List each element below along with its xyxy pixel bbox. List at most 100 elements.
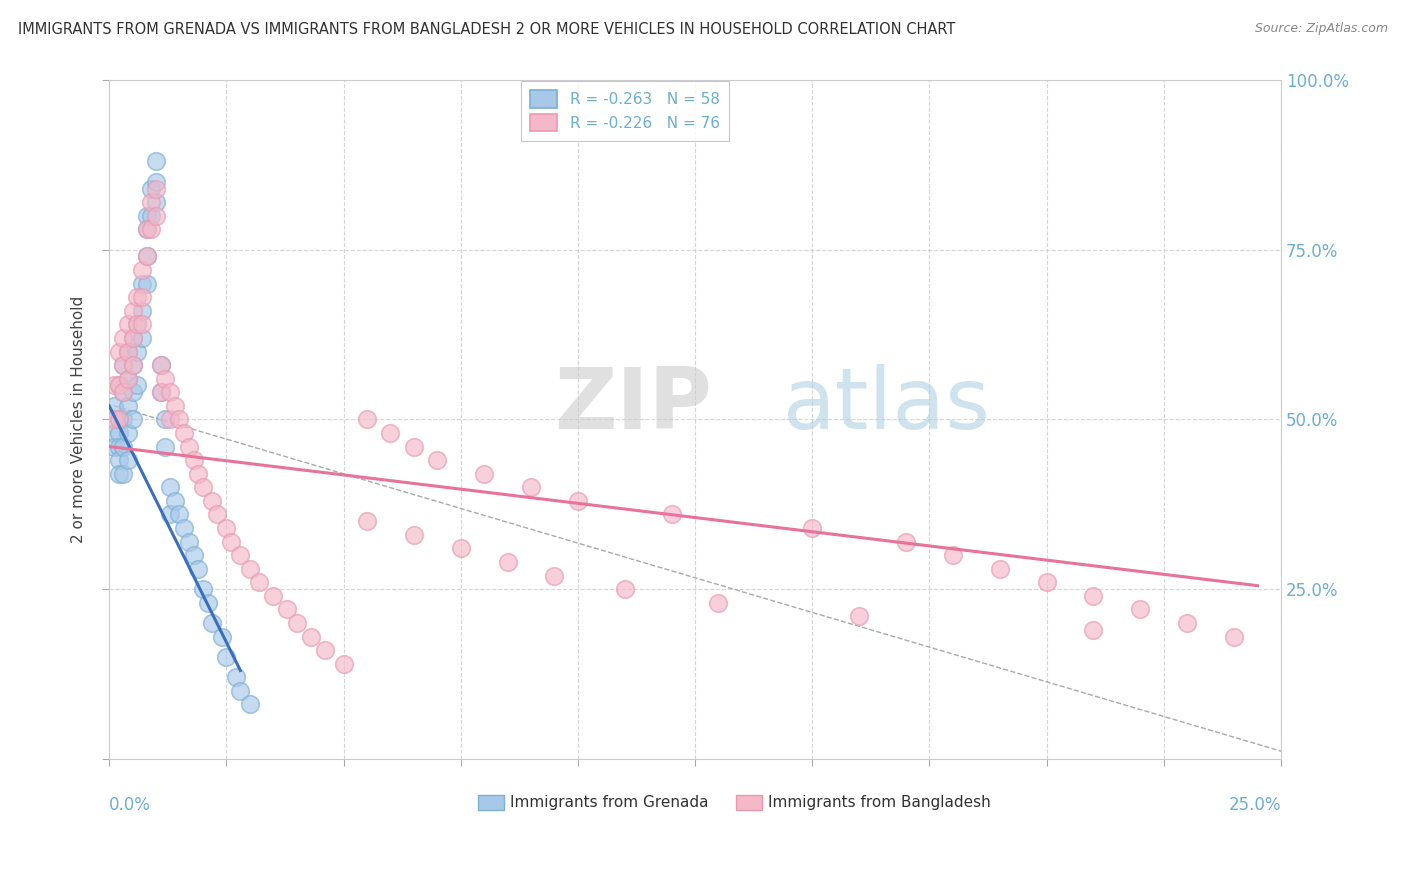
Point [131, 277, 153, 291]
Point [141, 181, 163, 195]
Text: Immigrants from Grenada: Immigrants from Grenada [510, 795, 709, 810]
Point [145, 154, 167, 169]
Point [135, 222, 157, 236]
Point [942, 548, 965, 562]
Point [121, 331, 143, 345]
Point [356, 514, 378, 528]
Point [239, 698, 262, 712]
Point [299, 630, 322, 644]
Point [380, 425, 402, 440]
Point [661, 508, 683, 522]
Point [131, 331, 153, 345]
Point [187, 467, 209, 481]
Text: Source: ZipAtlas.com: Source: ZipAtlas.com [1254, 22, 1388, 36]
Point [567, 493, 589, 508]
Point [1175, 615, 1198, 630]
Bar [478, 795, 505, 810]
Point [163, 399, 186, 413]
Point [169, 508, 191, 522]
Point [121, 358, 143, 372]
Point [801, 521, 824, 535]
Point [1223, 630, 1246, 644]
Y-axis label: 2 or more Vehicles in Household: 2 or more Vehicles in Household [72, 296, 86, 543]
Point [127, 318, 149, 332]
Point [402, 528, 425, 542]
Point [103, 399, 125, 413]
Point [191, 480, 214, 494]
Point [103, 378, 125, 392]
Point [247, 575, 270, 590]
Point [112, 412, 135, 426]
Text: Immigrants from Bangladesh: Immigrants from Bangladesh [768, 795, 990, 810]
Point [135, 250, 157, 264]
Text: atlas: atlas [783, 364, 991, 447]
Point [894, 534, 917, 549]
Point [149, 358, 172, 372]
Point [141, 209, 163, 223]
Point [450, 541, 472, 556]
Point [107, 378, 129, 392]
Point [127, 344, 149, 359]
Point [121, 331, 143, 345]
Point [117, 344, 139, 359]
Point [135, 209, 157, 223]
Point [117, 344, 139, 359]
Point [159, 385, 181, 400]
Point [159, 480, 181, 494]
Point [131, 303, 153, 318]
Point [262, 589, 284, 603]
Point [211, 630, 233, 644]
Point [183, 453, 205, 467]
Point [191, 582, 214, 596]
Point [205, 508, 228, 522]
Point [187, 562, 209, 576]
Point [112, 358, 135, 372]
Point [121, 412, 143, 426]
Point [149, 385, 172, 400]
Point [229, 684, 252, 698]
Point [155, 371, 177, 385]
Point [117, 318, 139, 332]
Point [472, 467, 495, 481]
Point [107, 453, 129, 467]
Point [107, 467, 129, 481]
Point [112, 358, 135, 372]
Point [131, 318, 153, 332]
Point [229, 548, 252, 562]
Point [141, 222, 163, 236]
Point [135, 277, 157, 291]
Point [112, 440, 135, 454]
Point [117, 453, 139, 467]
Point [127, 290, 149, 304]
Legend: R = -0.263   N = 58, R = -0.226   N = 76: R = -0.263 N = 58, R = -0.226 N = 76 [520, 81, 728, 141]
Point [402, 440, 425, 454]
Point [103, 440, 125, 454]
Point [1083, 623, 1105, 637]
Point [201, 493, 224, 508]
Point [1083, 589, 1105, 603]
Point [613, 582, 636, 596]
Point [145, 181, 167, 195]
Point [1035, 575, 1057, 590]
Point [159, 508, 181, 522]
Text: IMMIGRANTS FROM GRENADA VS IMMIGRANTS FROM BANGLADESH 2 OR MORE VEHICLES IN HOUS: IMMIGRANTS FROM GRENADA VS IMMIGRANTS FR… [18, 22, 956, 37]
Point [177, 440, 200, 454]
Point [112, 467, 135, 481]
Point [426, 453, 449, 467]
Point [112, 385, 135, 400]
Point [121, 385, 143, 400]
Point [848, 609, 870, 624]
Bar [737, 795, 762, 810]
Point [117, 399, 139, 413]
Point [135, 250, 157, 264]
Point [177, 534, 200, 549]
Point [127, 318, 149, 332]
Point [197, 596, 219, 610]
Point [149, 358, 172, 372]
Point [145, 195, 167, 210]
Point [332, 657, 354, 671]
Point [131, 263, 153, 277]
Point [314, 643, 336, 657]
Text: 0.0%: 0.0% [110, 797, 150, 814]
Point [149, 385, 172, 400]
